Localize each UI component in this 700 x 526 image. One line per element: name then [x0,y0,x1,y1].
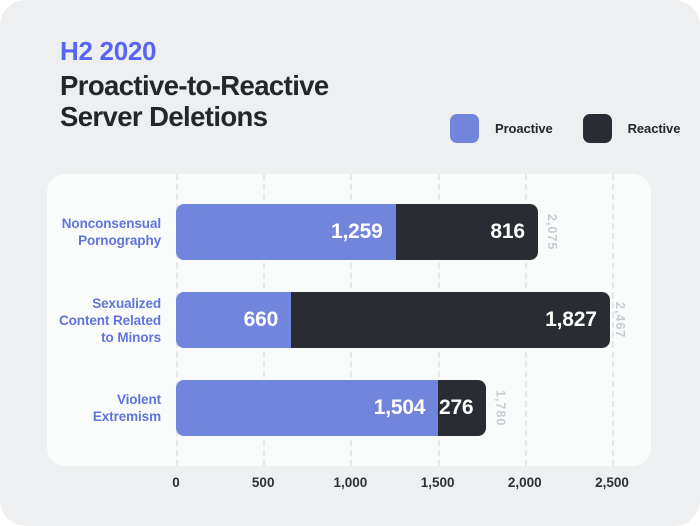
legend: Proactive Reactive [450,114,680,143]
legend-item-proactive: Proactive [450,114,553,143]
bar-segment-reactive: 1,827 [291,292,610,348]
stacked-bar: 1,259 816 [176,204,538,260]
legend-label: Reactive [627,121,681,136]
bar-row: Nonconsensual Pornography 1,259 816 2,075 [47,204,651,260]
x-axis-tick-label: 500 [251,475,275,490]
x-axis-tick-label: 0 [172,475,180,490]
bar-value-label: 1,504 [373,396,426,419]
bar-total-label: 1,780 [493,389,508,427]
stacked-bar: 1,504 276 [176,380,487,436]
x-axis: 0 500 1,000 1,500 2,000 2,500 [47,475,651,493]
bar-value-label: 660 [243,308,279,331]
bar-segment-proactive: 660 [176,292,292,348]
bar-row: Violent Extremism 1,504 276 1,780 [47,380,651,436]
bar-segment-reactive: 816 [395,204,538,260]
stacked-bar: 660 1,827 [176,292,610,348]
bar-segment-proactive: 1,259 [176,204,396,260]
x-axis-tick-label: 2,500 [595,475,629,490]
category-label: Sexualized Content Related to Minors [59,295,162,345]
bar-value-label: 1,259 [331,220,383,243]
page-title: Proactive-to-Reactive Server Deletions [60,70,329,132]
x-axis-tick-label: 1,500 [420,475,455,490]
legend-label: Proactive [495,121,553,136]
x-axis-tick-label: 1,000 [333,475,368,490]
bar-row: Sexualized Content Related to Minors 660 1,8… [47,292,651,348]
reactive-swatch-icon [582,114,612,143]
bar-segment-proactive: 1,504 [176,380,439,436]
gridline [612,174,614,466]
bar-value-label: 1,827 [545,308,597,331]
bar-value-label: 276 [438,396,474,419]
bar-total-label: 2,467 [613,301,628,339]
bar-value-label: 816 [490,220,525,243]
page-header: H2 2020 Proactive-to-Reactive Server Del… [60,36,420,132]
proactive-swatch-icon [450,114,479,143]
eyebrow-period: H2 2020 [60,36,157,66]
legend-item-reactive: Reactive [582,114,681,143]
bar-total-label: 2,075 [544,213,559,251]
bar-segment-reactive: 276 [438,380,487,436]
category-label: Violent Extremism [92,392,161,424]
chart-card: Nonconsensual Pornography 1,259 816 2,075 Sex… [47,174,651,466]
x-axis-tick-label: 2,000 [507,475,542,490]
category-label: Nonconsensual Pornography [61,216,161,248]
